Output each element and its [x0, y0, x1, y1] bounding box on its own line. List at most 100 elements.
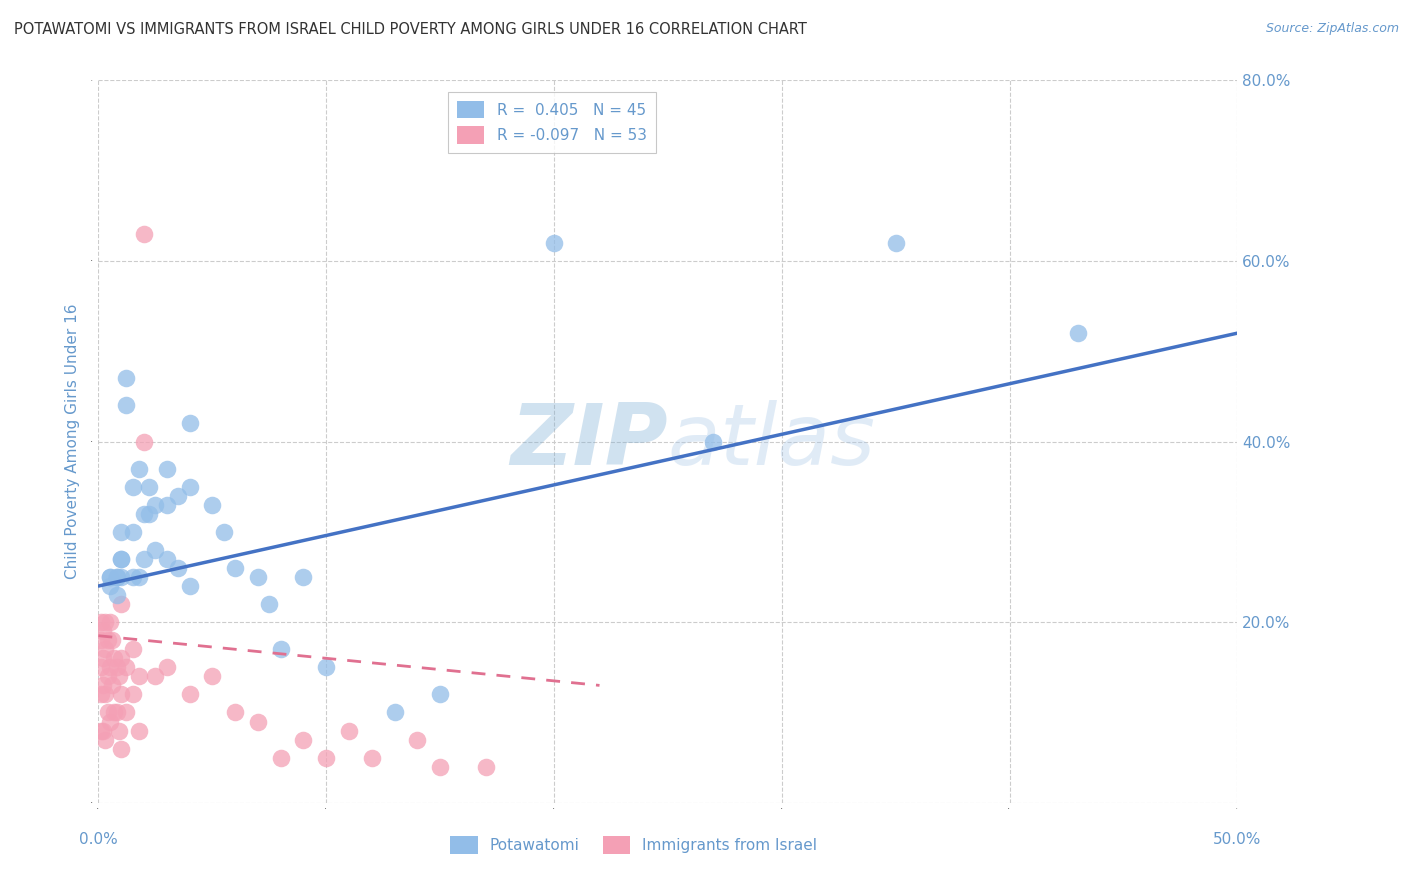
Point [90, 723, 112, 738]
Point [337, 723, 360, 738]
Point [167, 489, 190, 503]
Point [90, 660, 112, 674]
Point [110, 741, 132, 756]
Point [105, 706, 128, 720]
Point [121, 480, 143, 494]
Point [1067, 326, 1090, 340]
Point [110, 651, 132, 665]
Point [702, 434, 724, 449]
Point [132, 434, 155, 449]
Point [98, 579, 121, 593]
Point [91, 651, 114, 665]
Point [884, 235, 907, 250]
Point [156, 461, 179, 475]
Point [474, 760, 496, 774]
Point [98, 660, 121, 674]
Point [114, 371, 136, 385]
Point [156, 660, 179, 674]
Point [108, 723, 131, 738]
Point [121, 687, 143, 701]
Point [105, 660, 128, 674]
Point [105, 570, 128, 584]
Point [103, 651, 125, 665]
Point [94, 642, 117, 657]
Point [179, 687, 201, 701]
Point [145, 498, 167, 512]
Text: atlas: atlas [668, 400, 876, 483]
Point [138, 480, 160, 494]
Point [101, 633, 124, 648]
Point [201, 498, 224, 512]
Text: ZIP: ZIP [510, 400, 668, 483]
Point [315, 660, 337, 674]
Point [156, 498, 179, 512]
Point [132, 227, 155, 241]
Point [128, 723, 150, 738]
Point [101, 678, 124, 692]
Point [270, 642, 292, 657]
Point [105, 588, 128, 602]
Point [96, 706, 118, 720]
Point [105, 570, 128, 584]
Point [96, 669, 118, 683]
Point [292, 732, 315, 747]
Point [98, 570, 121, 584]
Point [543, 235, 565, 250]
Point [246, 714, 269, 729]
Point [90, 615, 112, 630]
Point [201, 669, 224, 683]
Point [145, 669, 167, 683]
Text: Source: ZipAtlas.com: Source: ZipAtlas.com [1265, 22, 1399, 36]
Point [132, 507, 155, 521]
Point [384, 706, 406, 720]
Point [429, 687, 451, 701]
Point [224, 706, 246, 720]
Text: POTAWATOMI VS IMMIGRANTS FROM ISRAEL CHILD POVERTY AMONG GIRLS UNDER 16 CORRELAT: POTAWATOMI VS IMMIGRANTS FROM ISRAEL CHI… [14, 22, 807, 37]
Point [128, 461, 150, 475]
Point [110, 552, 132, 566]
Point [360, 750, 382, 764]
Point [179, 480, 201, 494]
Point [121, 642, 143, 657]
Point [108, 669, 131, 683]
Point [110, 570, 132, 584]
Point [98, 714, 121, 729]
Point [224, 561, 246, 575]
Point [98, 570, 121, 584]
Text: 0.0%: 0.0% [79, 831, 118, 847]
Point [156, 552, 179, 566]
Point [315, 750, 337, 764]
Point [94, 732, 117, 747]
Point [246, 570, 269, 584]
Point [179, 579, 201, 593]
Point [103, 706, 125, 720]
Point [91, 723, 114, 738]
Point [121, 570, 143, 584]
Point [110, 552, 132, 566]
Point [110, 597, 132, 611]
Point [128, 669, 150, 683]
Point [121, 524, 143, 539]
Point [292, 570, 315, 584]
Point [110, 687, 132, 701]
Point [132, 552, 155, 566]
Point [96, 633, 118, 648]
Point [91, 678, 114, 692]
Y-axis label: Child Poverty Among Girls Under 16: Child Poverty Among Girls Under 16 [65, 304, 80, 579]
Point [270, 750, 292, 764]
Point [114, 660, 136, 674]
Point [98, 615, 121, 630]
Point [429, 760, 451, 774]
Text: 50.0%: 50.0% [1213, 831, 1261, 847]
Point [406, 732, 429, 747]
Point [179, 417, 201, 431]
Legend: Potawatomi, Immigrants from Israel: Potawatomi, Immigrants from Israel [444, 830, 824, 860]
Point [94, 687, 117, 701]
Point [114, 398, 136, 412]
Point [90, 633, 112, 648]
Point [167, 561, 190, 575]
Point [128, 570, 150, 584]
Point [110, 524, 132, 539]
Point [212, 524, 235, 539]
Point [259, 597, 281, 611]
